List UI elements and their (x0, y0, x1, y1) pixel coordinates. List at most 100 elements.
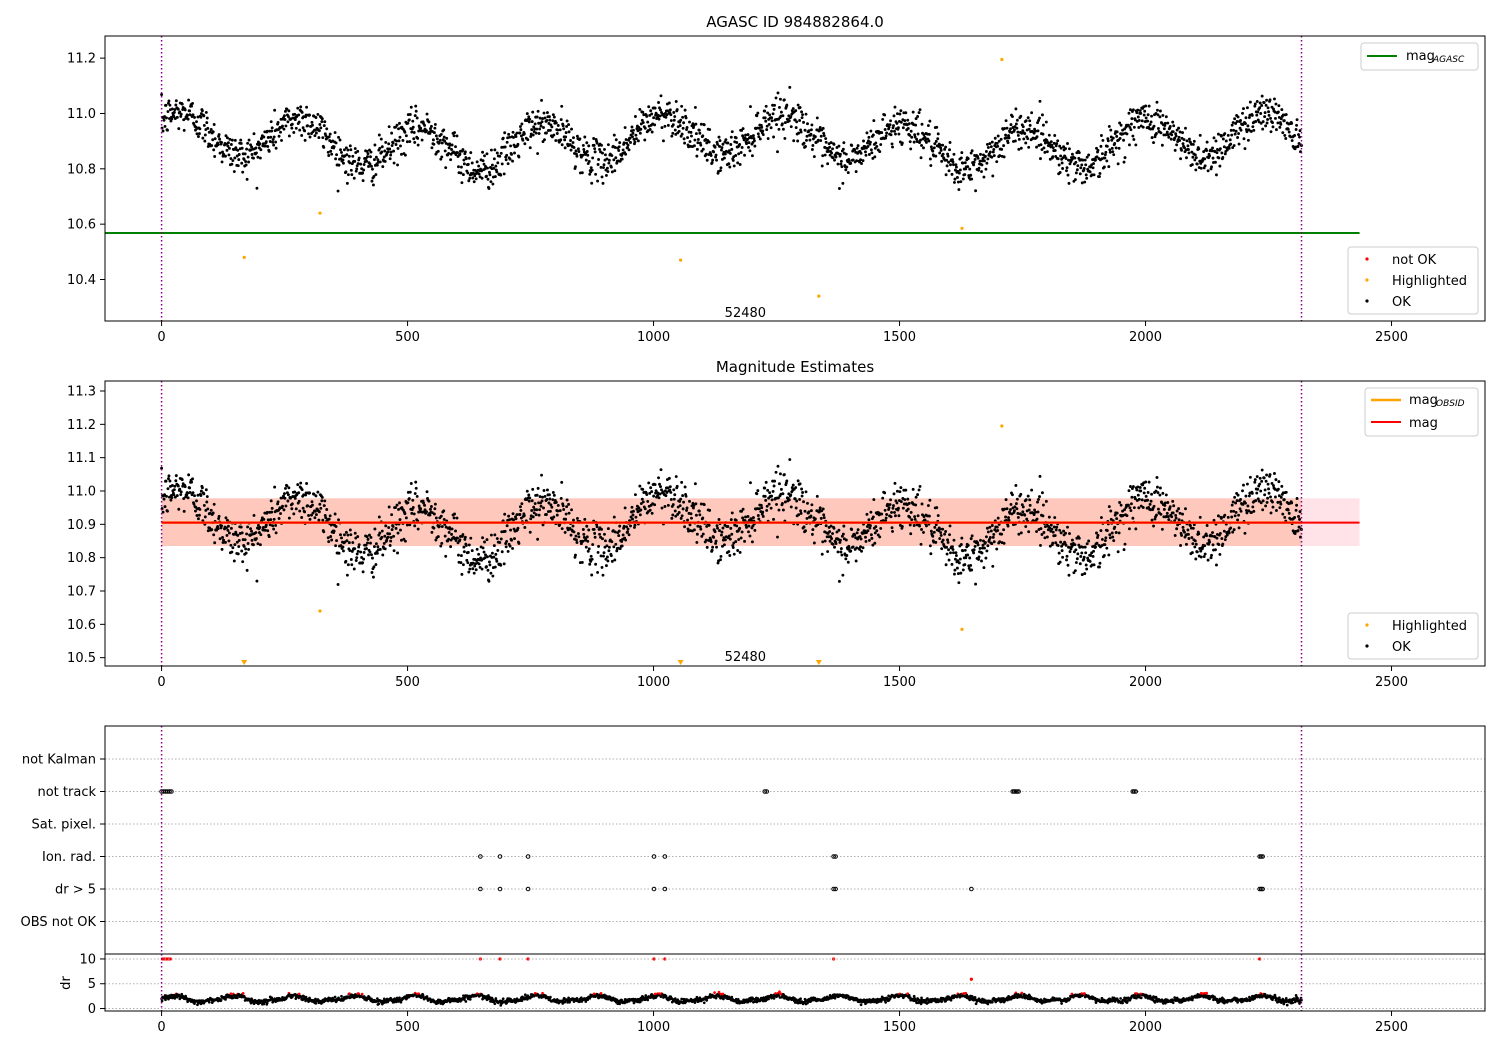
ok-point (172, 488, 176, 492)
ok-point (272, 135, 276, 139)
ok-point (679, 497, 683, 501)
ok-point (503, 131, 507, 135)
ok-point (908, 140, 912, 144)
ok-point (565, 119, 569, 123)
ok-point (559, 118, 563, 122)
ok-point (708, 128, 712, 132)
ok-point (211, 138, 215, 142)
ok-point (206, 529, 210, 533)
ok-point (508, 518, 512, 522)
ok-point (768, 491, 772, 495)
ok-point (346, 148, 350, 152)
ok-point (1027, 508, 1031, 512)
ok-point (1095, 146, 1098, 150)
ok-point (430, 530, 434, 534)
ok-point (741, 516, 745, 520)
ok-point (411, 119, 415, 123)
ok-point (1185, 156, 1188, 160)
ok-point (1142, 491, 1146, 495)
ok-point (645, 493, 649, 497)
ok-point (639, 502, 643, 505)
ok-point (849, 161, 853, 165)
ok-point (1253, 478, 1257, 482)
ok-point (873, 541, 877, 545)
ok-point (911, 110, 915, 114)
ok-point (941, 143, 945, 147)
ok-point (1241, 123, 1245, 126)
ok-point (632, 509, 635, 513)
ok-point (178, 487, 182, 491)
ok-point (653, 123, 657, 127)
ok-point (373, 143, 377, 147)
ok-point (707, 523, 711, 527)
ok-point (587, 528, 591, 532)
ok-point (1251, 505, 1255, 509)
ok-point (696, 524, 700, 528)
ok-point (696, 138, 700, 141)
ok-point (317, 129, 321, 133)
ok-point (988, 150, 992, 154)
ok-point (270, 506, 274, 510)
ok-point (1146, 498, 1150, 502)
ok-point (789, 505, 793, 509)
ok-point (485, 538, 489, 542)
ok-point (560, 480, 564, 484)
ok-point (738, 550, 742, 554)
ok-point (844, 152, 848, 156)
ok-point (182, 509, 186, 513)
ok-point (870, 536, 874, 540)
ok-point (554, 139, 558, 142)
ok-point (409, 482, 413, 485)
ok-point (928, 544, 932, 548)
ok-point (1118, 501, 1122, 504)
ok-point (262, 517, 266, 521)
ok-point (392, 161, 396, 165)
panel-2-obsid-label: 52480 (725, 650, 766, 665)
panel-2-legend-lower: Highlighted OK (1347, 612, 1479, 660)
ok-point (846, 171, 850, 175)
ok-point (818, 126, 822, 129)
ok-point (1059, 540, 1063, 544)
ok-point (423, 503, 427, 507)
ok-point (1253, 102, 1257, 106)
ok-point (350, 173, 354, 177)
ok-point (1298, 135, 1301, 139)
ok-point (938, 537, 942, 540)
ok-point (256, 542, 260, 546)
ok-point (540, 98, 543, 102)
ok-point (823, 539, 827, 543)
ok-point (259, 148, 263, 152)
ok-point (423, 123, 427, 127)
ok-point (577, 535, 581, 539)
ok-point (780, 122, 784, 126)
ok-point (787, 498, 791, 502)
ok-point (559, 138, 563, 142)
ok-point (1269, 130, 1273, 134)
ok-point (721, 142, 725, 146)
ok-point (1104, 536, 1108, 540)
ok-point (527, 493, 531, 497)
ok-point (274, 146, 278, 150)
ok-point (800, 494, 804, 498)
ok-point (455, 134, 459, 138)
ok-point (667, 101, 671, 105)
ok-point (695, 147, 699, 151)
ok-point (492, 157, 496, 161)
ok-point (739, 151, 743, 154)
ok-point (1015, 497, 1019, 501)
ok-point (953, 177, 957, 181)
ok-point (543, 138, 546, 142)
ok-point (459, 165, 463, 169)
ok-point (352, 176, 356, 180)
ok-point (806, 122, 809, 126)
ok-point (1260, 104, 1264, 107)
ok-point (293, 496, 297, 500)
ok-point (1051, 541, 1055, 545)
ok-point (1092, 173, 1096, 177)
ok-point (1267, 113, 1271, 117)
clipped-highlighted-marker (241, 660, 248, 665)
ok-point (961, 568, 965, 572)
ok-point (383, 149, 387, 153)
ok-point (798, 119, 802, 122)
ok-point (322, 124, 326, 128)
